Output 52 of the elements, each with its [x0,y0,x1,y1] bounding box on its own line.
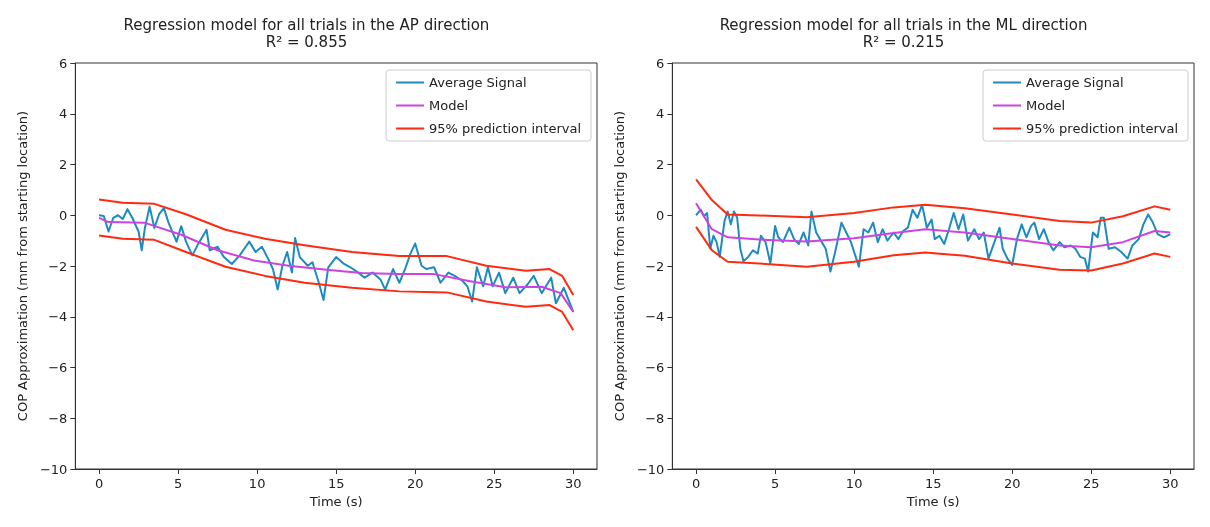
y-axis-title: COP Approximation (mm from starting location) [15,110,30,422]
y-tick-label: 2 [656,157,665,172]
y-tick-label: −4 [48,309,68,325]
line-series [695,203,1172,273]
chart-title: Regression model for all trials in the AP direction [123,15,490,34]
x-tick-label: 15 [924,476,942,491]
y-axis-title: COP Approximation (mm from starting location) [612,110,627,422]
legend-label: Average Signal [429,75,527,90]
y-tick-label: 4 [59,106,68,122]
y-tick-label: 6 [59,55,68,71]
y-tick-label: 0 [656,207,665,223]
y-tick-label: −6 [645,360,665,375]
x-axis-title: Time (s) [905,494,960,509]
x-tick-label: 20 [406,476,424,491]
legend-label: 95% prediction interval [1026,121,1179,136]
y-tick-label: −6 [48,360,68,375]
line-series [695,178,1172,224]
x-tick-label: 5 [173,476,183,491]
x-tick-label: 15 [327,476,345,491]
line-series [98,234,575,332]
x-tick-label: 30 [565,476,582,491]
legend-label: 95% prediction interval [429,121,582,136]
y-tick-label: −4 [645,309,665,325]
y-tick-label: 6 [656,55,665,71]
y-tick-label: −2 [645,258,665,274]
x-tick-label: 25 [485,476,503,491]
y-tick-label: −10 [39,461,68,477]
x-tick-label: 0 [94,476,104,491]
x-tick-label: 10 [248,476,266,491]
x-tick-label: 30 [1162,476,1179,491]
x-tick-label: 20 [1003,476,1021,491]
y-tick-label: 2 [59,157,68,172]
y-tick-label: −10 [636,461,665,477]
chart-subtitle: R² = 0.855 [265,32,348,51]
y-tick-label: −2 [48,258,68,274]
y-tick-label: −8 [48,410,68,426]
y-tick-label: 0 [59,207,68,223]
x-tick-label: 10 [845,476,863,491]
x-axis-title: Time (s) [308,494,363,509]
x-tick-label: 5 [770,476,780,491]
line-series [695,202,1172,249]
chart-subtitle: R² = 0.215 [862,32,945,51]
y-tick-label: −8 [645,410,665,426]
line-series [695,225,1172,272]
legend-label: Model [429,98,469,113]
legend-label: Average Signal [1026,75,1124,90]
line-series [98,198,575,296]
legend-label: Model [1026,98,1066,113]
x-tick-label: 25 [1082,476,1100,491]
y-tick-label: 4 [656,106,665,122]
chart-title: Regression model for all trials in the ML direction [719,15,1088,34]
x-tick-label: 0 [691,476,701,491]
